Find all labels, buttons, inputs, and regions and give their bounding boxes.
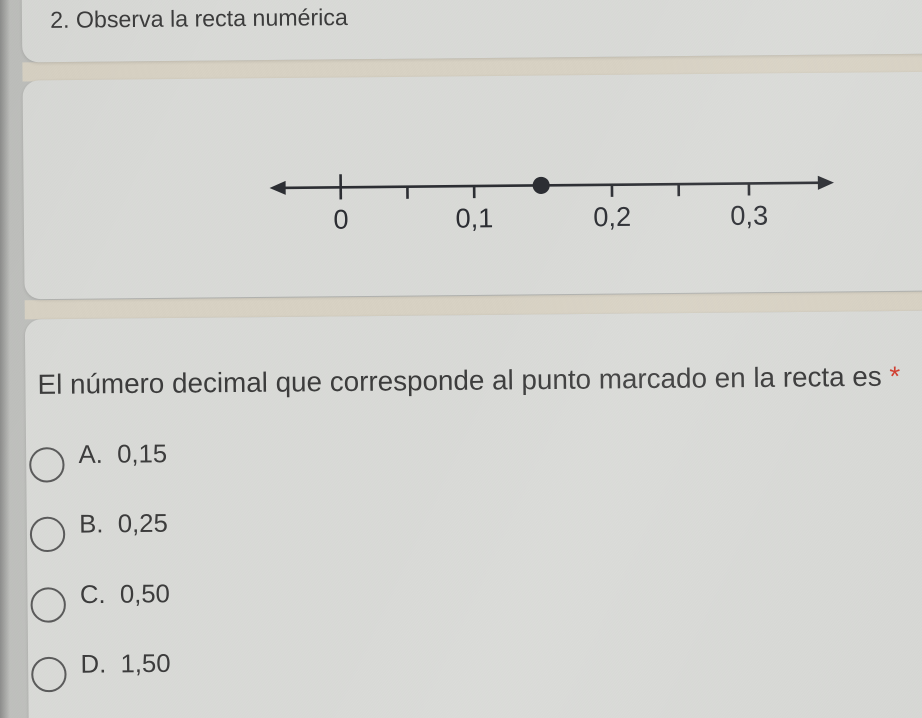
svg-text:0,3: 0,3 xyxy=(730,200,768,231)
svg-text:0,2: 0,2 xyxy=(593,201,631,232)
svg-text:0: 0 xyxy=(333,204,348,235)
svg-text:0,1: 0,1 xyxy=(455,202,493,233)
